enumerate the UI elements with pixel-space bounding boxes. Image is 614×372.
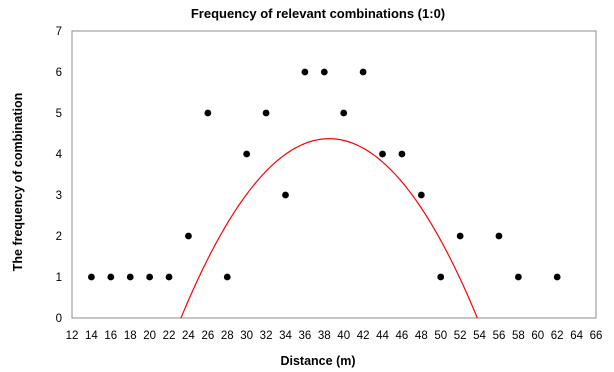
y-tick-label: 5 [56,108,62,120]
x-tick-label: 24 [182,330,195,342]
x-tick-label: 52 [454,330,467,342]
x-tick-label: 26 [201,330,214,342]
x-tick-label: 16 [104,330,117,342]
data-point [204,109,212,117]
x-tick-label: 64 [570,330,583,342]
x-tick-label: 32 [260,330,273,342]
x-tick-label: 62 [551,330,564,342]
x-tick-label: 12 [66,330,79,342]
x-tick-label: 20 [143,330,156,342]
data-point [379,150,386,158]
data-point [437,273,445,281]
x-tick-label: 38 [318,330,331,342]
data-point [456,232,464,240]
data-point [359,68,367,76]
data-point [417,191,425,199]
y-tick-label: 1 [56,272,62,284]
y-axis-ticks: 0 1 2 3 4 5 6 7 [56,26,63,325]
y-tick-label: 4 [56,149,63,161]
data-point [185,232,192,240]
x-tick-label: 42 [357,330,370,342]
data-point [126,273,134,281]
x-axis-title: Distance (m) [280,354,355,368]
data-point [340,109,348,117]
y-tick-label: 0 [56,313,62,325]
x-tick-label: 46 [396,330,409,342]
x-tick-label: 58 [512,330,525,342]
data-point [514,273,522,281]
y-tick-label: 2 [56,231,62,243]
x-tick-label: 44 [376,330,389,342]
data-point [107,273,115,281]
x-tick-label: 50 [434,330,447,342]
plot-area [71,30,597,319]
x-tick-label: 28 [221,330,234,342]
x-tick-label: 40 [337,330,350,342]
x-tick-label: 56 [493,330,506,342]
x-tick-label: 34 [279,330,292,342]
x-tick-label: 54 [473,330,486,342]
data-point [223,273,231,281]
chart-title: Frequency of relevant combinations (1:0) [191,6,445,21]
data-point [165,273,173,281]
trendline [180,138,478,319]
data-point [262,109,270,117]
x-tick-label: 18 [124,330,137,342]
data-point [146,273,154,281]
x-tick-label: 22 [163,330,176,342]
y-tick-label: 3 [56,190,62,202]
x-tick-label: 48 [415,330,428,342]
x-tick-label: 60 [531,330,544,342]
data-point [495,232,503,240]
y-tick-label: 6 [56,67,62,79]
x-tick-label: 30 [240,330,253,342]
x-tick-label: 36 [298,330,311,342]
trendline-layer [180,138,478,319]
x-tick-label: 66 [590,330,603,342]
y-axis-title: The frequency of combination [11,93,25,272]
data-point [553,273,561,281]
data-point [88,273,95,281]
data-point [320,68,328,76]
data-point [398,150,406,158]
data-point [282,191,289,199]
data-point [301,68,309,76]
x-tick-label: 14 [85,330,98,342]
y-tick-label: 7 [56,26,62,38]
data-point [243,150,251,158]
x-axis-ticks: 12 14 16 18 20 22 24 26 28 30 32 34 36 38 40 42 44 46 48 50… [66,330,603,342]
scatter-points [88,68,561,281]
